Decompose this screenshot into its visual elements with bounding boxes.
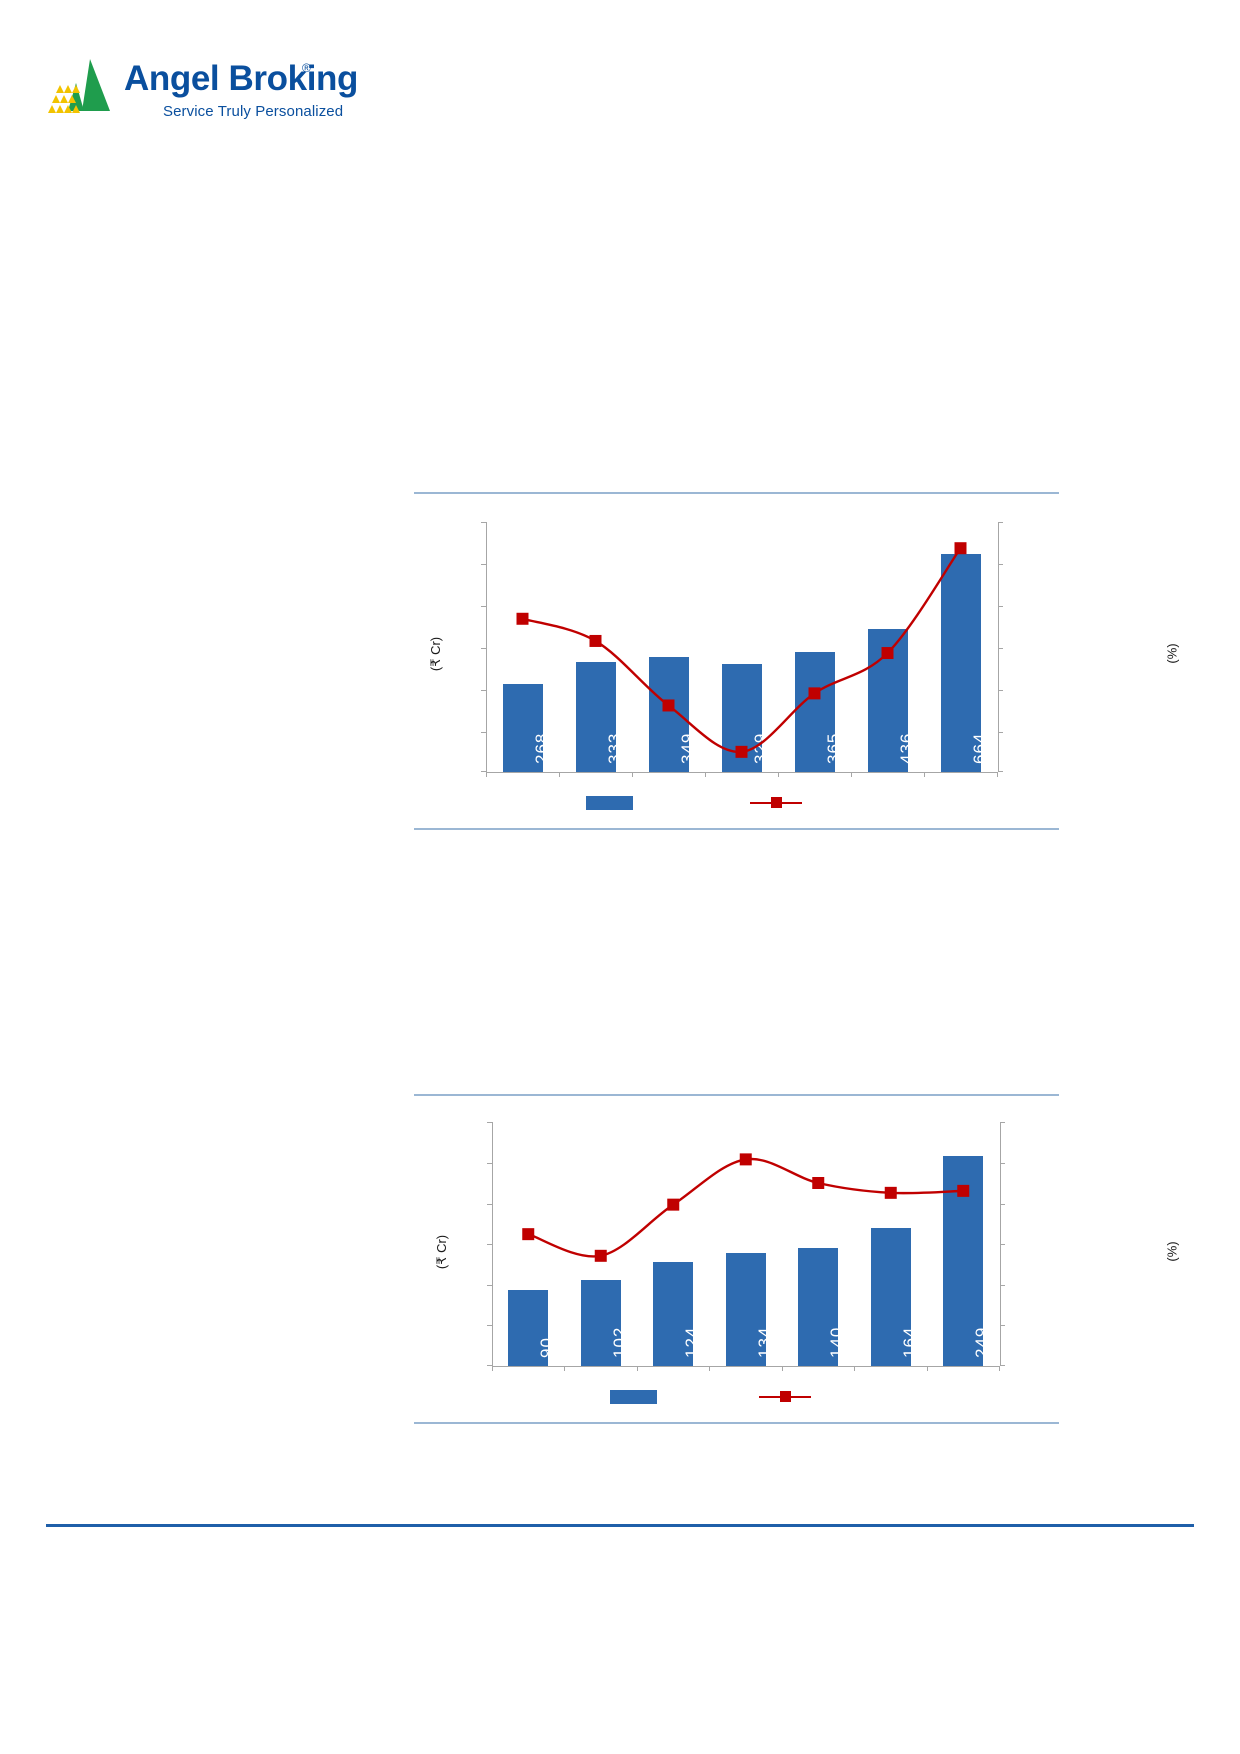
chart-1-left-tick bbox=[481, 606, 486, 607]
legend-bar-swatch[interactable] bbox=[586, 796, 633, 810]
chart-1-cat-tick bbox=[778, 772, 779, 777]
line-marker bbox=[884, 1186, 897, 1199]
chart-1-area: (₹ Cr) (%) 268 333 349 329 365 436 664 bbox=[414, 494, 1180, 828]
bar bbox=[870, 1228, 911, 1366]
chart-2-area: (₹ Cr) (%) 90 102 124 134 140 164 249 bbox=[414, 1096, 1180, 1422]
chart-2-right-tick bbox=[1000, 1204, 1005, 1205]
chart-2-cat-tick bbox=[564, 1366, 565, 1371]
bar bbox=[940, 553, 981, 772]
bar bbox=[725, 1253, 766, 1366]
chart-panel-profit: (₹ Cr) (%) 90 102 124 134 140 164 249 bbox=[414, 1094, 1180, 1424]
line-marker bbox=[662, 699, 675, 712]
legend-bar-swatch[interactable] bbox=[610, 1390, 657, 1404]
chart-1-right-tick bbox=[998, 771, 1003, 772]
bar bbox=[580, 1280, 621, 1366]
chart-2-cat-tick bbox=[927, 1366, 928, 1371]
chart-1-right-tick bbox=[998, 522, 1003, 523]
chart-1-left-tick bbox=[481, 648, 486, 649]
chart-2-left-tick bbox=[487, 1285, 492, 1286]
line-marker bbox=[522, 1228, 535, 1241]
chart-2-right-tick bbox=[1000, 1244, 1005, 1245]
chart-2-cat-tick bbox=[709, 1366, 710, 1371]
chart-1-right-tick bbox=[998, 648, 1003, 649]
registered-trademark-icon: ® bbox=[302, 61, 311, 75]
chart-panel-revenue: (₹ Cr) (%) 268 333 349 329 365 436 664 bbox=[414, 492, 1180, 830]
chart-2-left-tick bbox=[487, 1122, 492, 1123]
angel-triangle-logo-icon bbox=[46, 57, 112, 113]
chart-2-left-tick bbox=[487, 1204, 492, 1205]
line-marker bbox=[594, 1249, 607, 1262]
chart-2-left-tick bbox=[487, 1365, 492, 1366]
chart-2-cat-tick bbox=[637, 1366, 638, 1371]
bar bbox=[798, 1248, 839, 1366]
chart-1-cat-tick bbox=[924, 772, 925, 777]
line-marker bbox=[667, 1198, 680, 1211]
legend-square-marker-icon bbox=[771, 797, 782, 808]
chart-1-left-axis bbox=[486, 522, 487, 772]
chart-1-right-tick bbox=[998, 564, 1003, 565]
line-marker bbox=[516, 612, 529, 625]
chart-1-right-tick bbox=[998, 606, 1003, 607]
chart-2-cat-tick bbox=[782, 1366, 783, 1371]
bar bbox=[653, 1261, 694, 1366]
chart-2-left-axis bbox=[492, 1122, 493, 1366]
chart-1-left-tick bbox=[481, 564, 486, 565]
chart-2-right-tick bbox=[1000, 1325, 1005, 1326]
chart-2-y2-axis-title: (%) bbox=[1164, 1241, 1180, 1262]
chart-2-category-axis bbox=[492, 1366, 1000, 1367]
chart-1-right-tick bbox=[998, 732, 1003, 733]
chart-1-cat-tick bbox=[559, 772, 560, 777]
chart-2-left-tick bbox=[487, 1244, 492, 1245]
line-marker bbox=[739, 1153, 752, 1166]
bar bbox=[508, 1290, 549, 1366]
chart-2-right-tick bbox=[1000, 1122, 1005, 1123]
legend-line-swatch[interactable] bbox=[750, 796, 802, 810]
bar bbox=[575, 662, 616, 772]
chart-2-legend bbox=[414, 1388, 1059, 1408]
chart-2-right-tick bbox=[1000, 1365, 1005, 1366]
chart-1-left-tick bbox=[481, 732, 486, 733]
chart-1-left-tick bbox=[481, 771, 486, 772]
bar bbox=[648, 657, 689, 772]
line-marker bbox=[954, 542, 967, 555]
chart-2-left-tick bbox=[487, 1325, 492, 1326]
line-marker bbox=[808, 687, 821, 700]
chart-1-cat-tick bbox=[705, 772, 706, 777]
chart-1-cat-tick bbox=[851, 772, 852, 777]
line-marker bbox=[957, 1184, 970, 1197]
chart-1-category-axis bbox=[486, 772, 998, 773]
chart-2-line-series bbox=[522, 1153, 970, 1262]
chart-1-line-series bbox=[516, 542, 967, 758]
brand-logo: Angel Broking ® Service Truly Personaliz… bbox=[46, 55, 358, 135]
chart-2-cat-tick bbox=[854, 1366, 855, 1371]
brand-tagline: Service Truly Personalized bbox=[163, 103, 344, 120]
line-marker bbox=[735, 745, 748, 758]
chart-1-right-axis bbox=[998, 522, 999, 772]
chart-1-left-tick bbox=[481, 690, 486, 691]
line-path bbox=[522, 547, 962, 754]
chart-2-right-tick bbox=[1000, 1163, 1005, 1164]
chart-1-cat-tick bbox=[997, 772, 998, 777]
legend-square-marker-icon bbox=[780, 1391, 791, 1402]
line-marker bbox=[881, 647, 894, 660]
chart-2-left-tick bbox=[487, 1163, 492, 1164]
line-path bbox=[527, 1157, 964, 1258]
chart-1-legend bbox=[414, 794, 1059, 814]
footer-divider bbox=[46, 1524, 1194, 1527]
chart-1-right-tick bbox=[998, 690, 1003, 691]
bar bbox=[794, 651, 835, 772]
line-marker bbox=[589, 634, 602, 647]
chart-2-cat-tick bbox=[999, 1366, 1000, 1371]
chart-1-y2-axis-title: (%) bbox=[1164, 643, 1180, 664]
chart-1-left-tick bbox=[481, 522, 486, 523]
line-marker bbox=[812, 1177, 825, 1189]
chart-1-cat-tick bbox=[486, 772, 487, 777]
legend-line-swatch[interactable] bbox=[759, 1390, 811, 1404]
chart-1-cat-tick bbox=[632, 772, 633, 777]
brand-wordmark: Angel Broking bbox=[124, 59, 358, 98]
bar bbox=[502, 683, 543, 772]
chart-2-cat-tick bbox=[492, 1366, 493, 1371]
chart-2-right-tick bbox=[1000, 1285, 1005, 1286]
